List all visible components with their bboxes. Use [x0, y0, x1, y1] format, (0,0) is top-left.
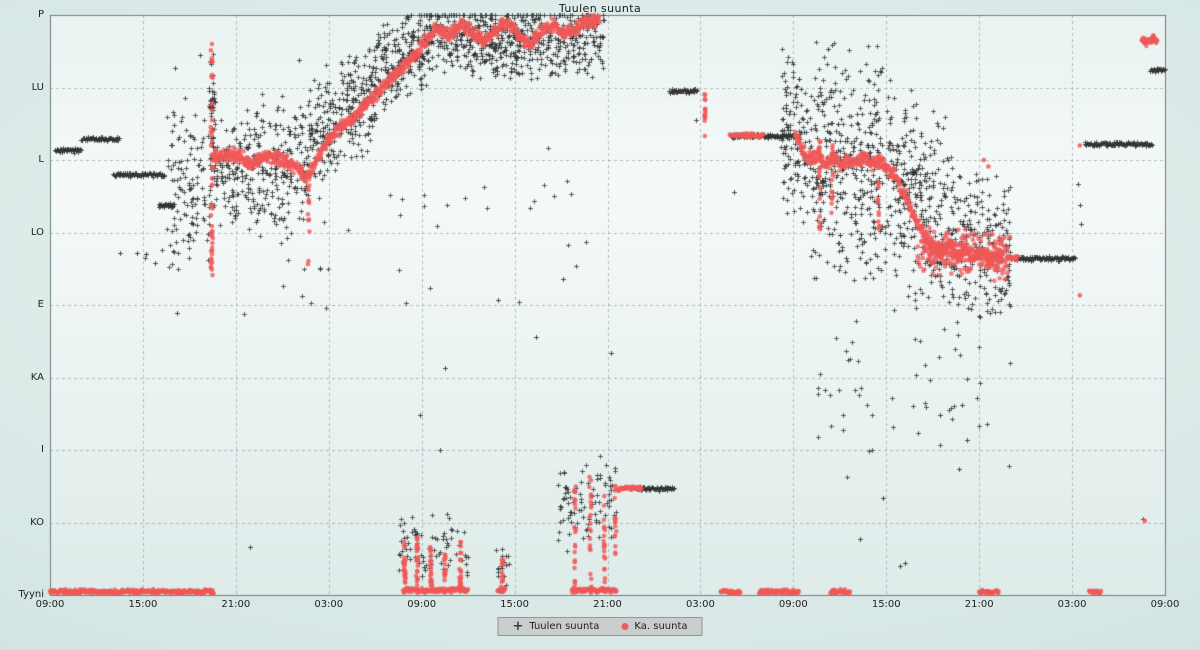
plus-marker-icon: +	[512, 618, 524, 634]
legend-item-wind-direction: + Tuulen suunta	[512, 618, 600, 634]
y-tick-label-i: I	[41, 444, 44, 455]
x-tick-label-1: 15:00	[128, 599, 158, 610]
y-tick-label-tyyni: Tyyni	[18, 589, 44, 600]
y-tick-label-e: E	[37, 299, 44, 310]
x-tick-label-9: 15:00	[871, 599, 901, 610]
chart-legend: + Tuulen suunta Ka. suunta	[497, 617, 703, 636]
x-tick-label-6: 21:00	[593, 599, 622, 610]
y-tick-label-p: P	[37, 9, 44, 20]
dot-marker-icon	[621, 623, 629, 630]
x-tick-label-8: 09:00	[778, 599, 808, 610]
y-tick-label-lo: LO	[30, 226, 44, 238]
y-tick-label-lu: LU	[31, 81, 44, 93]
x-tick-label-10: 21:00	[964, 599, 994, 610]
y-tick-label-l: L	[38, 154, 44, 165]
legend-item-average-direction: Ka. suunta	[621, 621, 688, 632]
x-tick-label-7: 03:00	[685, 599, 715, 610]
x-tick-label-0: 09:00	[35, 599, 65, 610]
legend-label-average-direction: Ka. suunta	[634, 621, 688, 632]
x-tick-label-3: 03:00	[314, 599, 344, 610]
y-tick-label-ka: KA	[30, 371, 44, 383]
legend-label-wind-direction: Tuulen suunta	[529, 621, 600, 632]
y-tick-label-ko: KO	[30, 516, 44, 528]
x-tick-label-12: 09:00	[1150, 599, 1180, 610]
x-tick-label-4: 09:00	[407, 599, 437, 610]
x-tick-label-11: 03:00	[1057, 599, 1087, 610]
x-tick-label-5: 15:00	[500, 599, 529, 610]
x-tick-label-2: 21:00	[221, 599, 251, 610]
